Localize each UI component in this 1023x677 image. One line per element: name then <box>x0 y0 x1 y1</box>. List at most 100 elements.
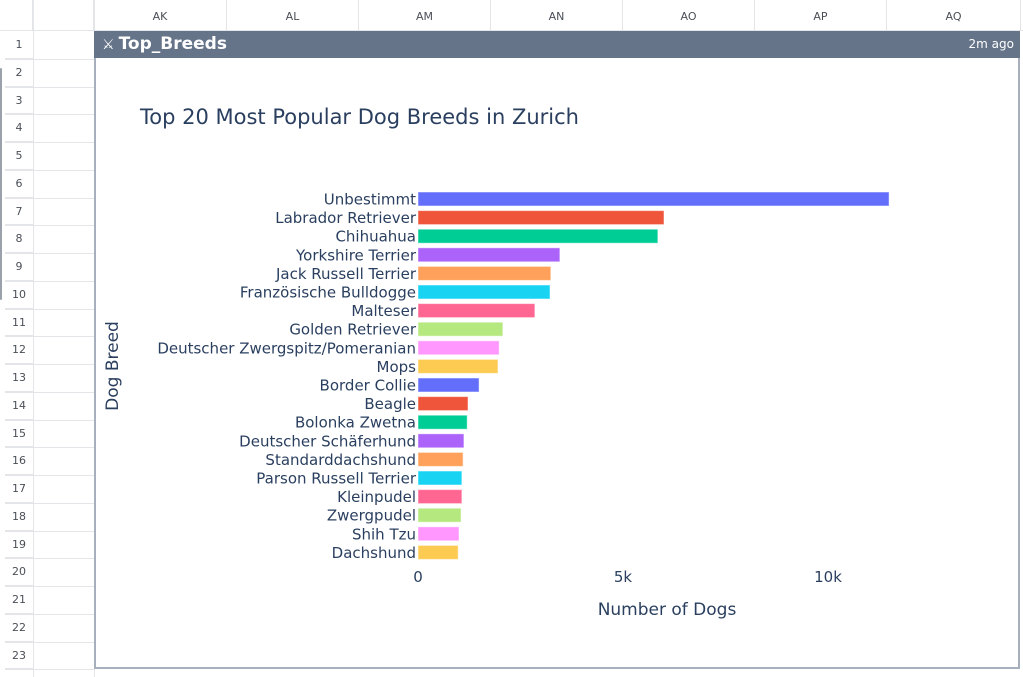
bar-chart: Top 20 Most Popular Dog Breeds in Zurich… <box>103 105 890 620</box>
bar[interactable] <box>417 191 890 207</box>
bar[interactable] <box>417 396 469 412</box>
row-header[interactable]: 14 <box>5 392 33 420</box>
row-header[interactable]: 8 <box>5 225 33 253</box>
y-tick-label: Chihuahua <box>335 228 416 246</box>
y-tick-label: Französische Bulldogge <box>240 284 416 302</box>
row-divider <box>5 391 95 393</box>
y-tick-label: Yorkshire Terrier <box>295 246 417 264</box>
row-divider <box>5 475 95 476</box>
y-tick-label: Mops <box>377 358 417 376</box>
card-timestamp: 2m ago <box>968 37 1014 51</box>
row-divider <box>5 669 95 671</box>
bar[interactable] <box>417 489 463 505</box>
y-tick-label: Standarddachshund <box>265 451 416 469</box>
chart-card <box>94 31 1020 669</box>
bar[interactable] <box>417 247 561 263</box>
bar[interactable] <box>417 210 665 226</box>
bar[interactable] <box>417 433 465 449</box>
row-header[interactable]: 20 <box>5 558 33 586</box>
row-header[interactable]: 2 <box>5 59 33 87</box>
row-divider <box>5 225 95 227</box>
bar[interactable] <box>417 340 500 356</box>
row-header[interactable]: 12 <box>5 336 33 364</box>
row-header[interactable]: 18 <box>5 503 33 531</box>
column-header[interactable]: AQ <box>887 0 1021 31</box>
row-divider <box>5 641 95 643</box>
row-divider <box>5 280 95 282</box>
bar[interactable] <box>417 470 463 486</box>
bar[interactable] <box>417 414 468 430</box>
row-header[interactable]: 16 <box>5 447 33 475</box>
y-tick-label: Bolonka Zwetna <box>295 414 416 432</box>
row-header[interactable]: 22 <box>5 614 33 642</box>
y-tick-label: Deutscher Schäferhund <box>239 432 416 450</box>
bar[interactable] <box>417 544 459 560</box>
bar[interactable] <box>417 507 462 523</box>
column-header[interactable]: AP <box>755 0 887 31</box>
row-header[interactable]: 17 <box>5 475 33 503</box>
row-divider <box>5 447 95 449</box>
row-header[interactable]: 6 <box>5 170 33 198</box>
column-header[interactable]: AL <box>227 0 359 31</box>
y-tick-label: Golden Retriever <box>289 321 417 339</box>
row-header[interactable]: 5 <box>5 142 33 170</box>
bar[interactable] <box>417 303 536 319</box>
bar[interactable] <box>417 321 504 337</box>
x-tick-label: 5k <box>614 568 633 586</box>
y-tick-label: Dachshund <box>332 544 416 562</box>
x-tick-label: 10k <box>814 568 842 586</box>
column-header[interactable]: AM <box>359 0 491 31</box>
row-header[interactable]: 9 <box>5 253 33 281</box>
row-header[interactable]: 13 <box>5 364 33 392</box>
y-tick-label: Border Collie <box>320 377 416 395</box>
card-header[interactable]: ⚔ Top_Breeds 2m ago <box>94 31 1020 58</box>
row-divider <box>5 58 95 60</box>
x-axis-title: Number of Dogs <box>598 600 737 620</box>
column-header[interactable]: AO <box>623 0 755 31</box>
row-header[interactable]: 15 <box>5 420 33 448</box>
row-header[interactable]: 7 <box>5 198 33 226</box>
card-title-text: Top_Breeds <box>118 34 227 54</box>
row-divider <box>5 364 95 365</box>
y-axis-title: Dog Breed <box>103 321 123 411</box>
row-divider <box>5 142 95 143</box>
row-header[interactable]: 3 <box>5 87 33 115</box>
y-tick-label: Beagle <box>364 395 416 413</box>
bar[interactable] <box>417 526 460 542</box>
bar[interactable] <box>417 265 552 281</box>
bar[interactable] <box>417 451 464 467</box>
column-header-row: AK AL AM AN AO AP AQ <box>0 0 1023 31</box>
row-header[interactable]: 4 <box>5 114 33 142</box>
chart-title: Top 20 Most Popular Dog Breeds in Zurich <box>139 105 579 129</box>
row-header[interactable]: 10 <box>5 281 33 309</box>
row-divider <box>5 502 95 504</box>
row-divider <box>5 586 95 587</box>
y-tick-label: Shih Tzu <box>352 525 416 543</box>
row-divider <box>5 114 95 116</box>
scroll-edge-handle[interactable] <box>0 68 2 300</box>
column-header[interactable]: AK <box>94 0 227 31</box>
row-header[interactable]: 19 <box>5 531 33 559</box>
grid-divider <box>33 0 34 677</box>
bar[interactable] <box>417 358 499 374</box>
row-header[interactable]: 21 <box>5 586 33 614</box>
bar[interactable] <box>417 228 659 244</box>
column-header[interactable]: AN <box>491 0 623 31</box>
row-header[interactable]: 11 <box>5 309 33 337</box>
python-icon: ⚔ <box>102 37 115 53</box>
y-tick-label: Kleinpudel <box>337 488 416 506</box>
bars-group <box>417 191 890 560</box>
row-header[interactable]: 23 <box>5 642 33 670</box>
column-header-blank[interactable] <box>33 0 94 31</box>
row-divider <box>5 613 95 615</box>
row-header[interactable]: 1 <box>5 31 33 59</box>
y-tick-label: Parson Russell Terrier <box>256 470 417 488</box>
x-tick-labels: 0 5k 10k <box>413 568 842 586</box>
bar[interactable] <box>417 377 480 393</box>
x-tick-label: 0 <box>413 568 423 586</box>
row-divider <box>5 197 95 199</box>
bar[interactable] <box>417 284 551 300</box>
corner-cell[interactable] <box>0 0 33 31</box>
y-tick-label: Jack Russell Terrier <box>275 265 417 283</box>
